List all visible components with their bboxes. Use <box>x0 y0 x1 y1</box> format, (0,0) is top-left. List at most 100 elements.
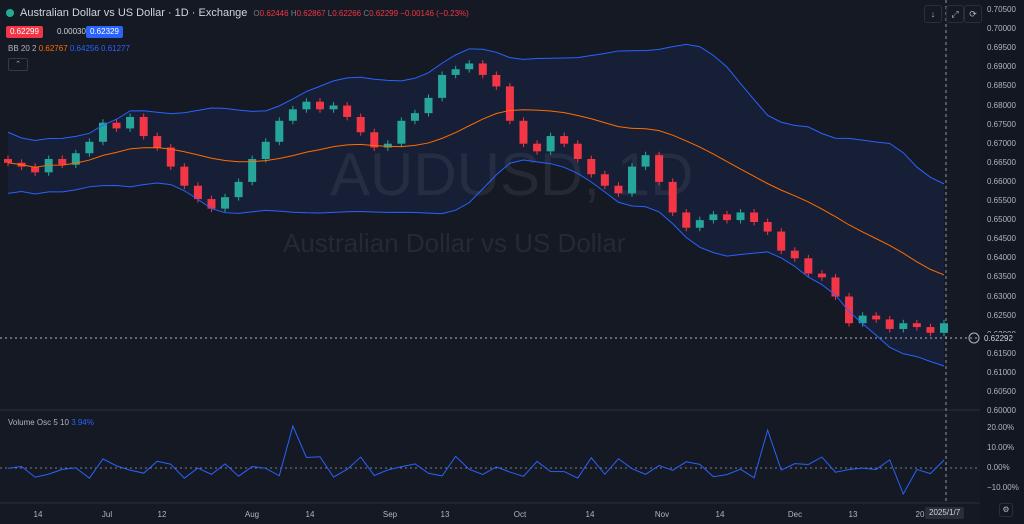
refresh-icon[interactable]: ⟳ <box>964 5 982 23</box>
candle-body <box>736 212 745 221</box>
candle-body <box>641 155 650 167</box>
candle-body <box>248 158 257 182</box>
symbol-title[interactable]: Australian Dollar vs US Dollar · 1D · Ex… <box>20 7 248 19</box>
market-status-icon <box>6 9 14 17</box>
candle-body <box>722 214 731 221</box>
price-tick: 0.60000 <box>987 406 1016 416</box>
candle-body <box>112 122 121 129</box>
candle-body <box>438 74 447 98</box>
price-tick: 0.67500 <box>987 119 1016 129</box>
candle-body <box>682 212 691 228</box>
candle-body <box>912 323 921 328</box>
candle-body <box>790 250 799 259</box>
volume-osc-legend[interactable]: Volume Osc 5 10 3.94% <box>8 418 94 427</box>
candle-body <box>98 122 107 142</box>
candle-body <box>763 222 772 232</box>
candle-body <box>926 327 935 333</box>
candle-body <box>817 273 826 278</box>
candle-body <box>85 141 94 154</box>
candle-body <box>221 197 230 209</box>
candle-body <box>126 116 135 129</box>
candle-body <box>153 136 162 148</box>
candle-body <box>858 315 867 324</box>
candle-body <box>777 231 786 251</box>
candle-body <box>31 166 40 173</box>
date-badge: 2025/1/7 <box>925 507 965 519</box>
candle-body <box>560 136 569 144</box>
candle-body <box>424 97 433 114</box>
price-tick: 0.69000 <box>987 62 1016 72</box>
candle-body <box>804 258 813 274</box>
time-tick: 13 <box>440 510 450 519</box>
candle-body <box>519 120 528 144</box>
candle-body <box>872 315 881 320</box>
candle-body <box>410 113 419 121</box>
price-chart[interactable] <box>0 0 980 524</box>
price-tick: 0.61500 <box>987 348 1016 358</box>
candle-body <box>940 323 948 333</box>
spread-value: 0.00030 <box>57 27 86 36</box>
time-tick: Jul <box>101 510 113 519</box>
candle-body <box>139 116 148 137</box>
chart-pane[interactable] <box>0 0 980 524</box>
osc-tick: 0.00% <box>987 463 1010 472</box>
time-tick: Aug <box>244 510 260 519</box>
buy-button[interactable]: 0.62329 <box>86 26 123 38</box>
candle-body <box>587 158 596 175</box>
candle-body <box>831 277 840 297</box>
osc-tick: 10.00% <box>987 443 1015 452</box>
candle-body <box>451 69 460 75</box>
osc-tick: 20.00% <box>987 423 1015 432</box>
price-axis[interactable] <box>980 0 1024 524</box>
price-tick: 0.67000 <box>987 138 1016 148</box>
sell-button[interactable]: 0.62299 <box>6 26 43 38</box>
volume-osc-line <box>7 424 945 496</box>
candle-body <box>709 214 718 221</box>
bb-lower-line <box>7 159 945 367</box>
candle-body <box>628 166 636 194</box>
candle-body <box>533 143 542 152</box>
watermark-name: Australian Dollar vs US Dollar <box>283 228 626 258</box>
time-tick: Oct <box>513 510 527 519</box>
candle-body <box>668 181 677 213</box>
alert-icon[interactable]: ↓ <box>924 5 942 23</box>
symbol-header: Australian Dollar vs US Dollar · 1D · Ex… <box>6 7 469 19</box>
osc-tick: −10.00% <box>987 483 1019 492</box>
bb-upper-line <box>7 43 945 185</box>
candle-body <box>275 120 284 142</box>
collapse-icon[interactable]: ⌃ <box>8 58 28 71</box>
settings-icon[interactable]: ⚙ <box>999 503 1013 517</box>
current-price-label: 0.62292 <box>984 333 1022 344</box>
price-tick: 0.66500 <box>987 157 1016 167</box>
price-tick: 0.63000 <box>987 291 1016 301</box>
time-tick: Sep <box>382 510 398 519</box>
bb-fill <box>8 44 944 366</box>
candle-body <box>4 158 12 163</box>
candle-body <box>207 199 216 209</box>
candle-body <box>58 158 67 165</box>
price-tick: 0.61000 <box>987 367 1016 377</box>
price-tick: 0.65000 <box>987 215 1016 225</box>
price-tick: 0.64500 <box>987 234 1016 244</box>
candle-body <box>465 63 474 70</box>
candle-body <box>899 323 908 329</box>
time-tick: 13 <box>848 510 858 519</box>
candle-body <box>166 147 175 167</box>
candle-body <box>180 166 189 186</box>
bb-legend[interactable]: BB 20 2 0.62767 0.64256 0.61277 <box>8 44 130 53</box>
candle-body <box>302 101 311 110</box>
candle-body <box>343 105 352 117</box>
price-tick: 0.62500 <box>987 310 1016 320</box>
candle-body <box>71 153 80 165</box>
bb-basis-line <box>7 109 945 276</box>
candle-body <box>193 185 202 200</box>
candle-body <box>845 296 854 324</box>
price-tick: 0.70000 <box>987 24 1016 34</box>
price-tick: 0.66000 <box>987 176 1016 186</box>
maximize-icon[interactable]: ⤢ <box>946 5 964 23</box>
time-tick: 14 <box>585 510 595 519</box>
price-tick: 0.68500 <box>987 81 1016 91</box>
ohlc-readout: O0.62446 H0.62867 L0.62266 C0.62299 −0.0… <box>253 8 469 18</box>
time-tick: Nov <box>654 510 670 519</box>
time-tick: 14 <box>33 510 43 519</box>
